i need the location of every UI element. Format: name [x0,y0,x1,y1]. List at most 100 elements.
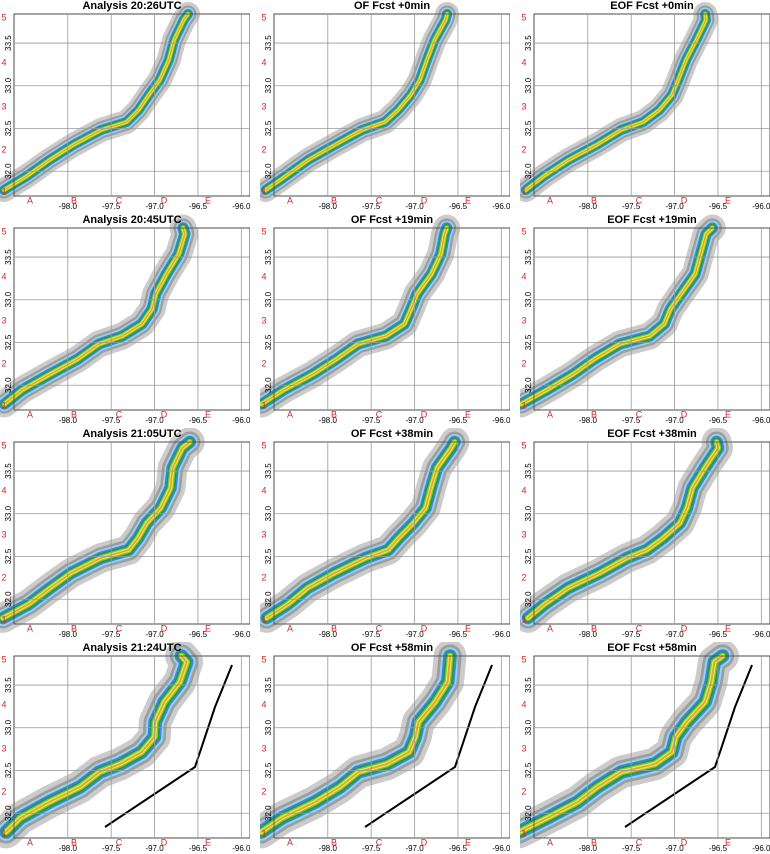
panel: -98.0 -97.5 -97.0 -96.5 -96.0 32.0 32.5 33.0 33.… [0,428,250,639]
y-letter: 3 [521,101,526,111]
x-letter: C [116,623,123,633]
y-letter: 5 [521,12,526,22]
x-tick-label: -98.0 [579,844,598,853]
x-tick-label: -96.5 [709,844,728,853]
y-letter: 1 [1,828,6,838]
y-tick-label: 32.5 [264,762,273,778]
y-tick-label: 32.5 [4,334,13,350]
panel-title: EOF Fcst +19min [607,214,697,226]
x-letter: B [71,837,77,847]
x-tick-label: -97.5 [362,844,381,853]
x-tick-label: -98.0 [579,630,598,639]
panel-title: Analysis 20:45UTC [82,214,181,226]
x-tick-label: -97.0 [665,630,684,639]
y-tick-label: 33.5 [264,463,273,479]
plot-frame [533,441,770,625]
y-letter: 2 [261,144,266,154]
x-letter: D [681,195,688,205]
x-letter: C [116,837,123,847]
y-tick-label: 33.0 [524,77,533,93]
y-tick-label: 32.0 [264,163,273,179]
x-tick-label: -98.0 [319,416,338,425]
y-letter: 3 [261,101,266,111]
x-tick-label: -97.0 [405,630,424,639]
x-tick-label: -96.5 [709,202,728,211]
y-tick-label: 33.0 [264,77,273,93]
x-letter: A [287,195,293,205]
x-letter: A [27,623,33,633]
x-letter: E [725,409,731,419]
x-tick-label: -96.0 [232,416,250,425]
y-tick-label: 32.0 [4,377,13,393]
panel: -98.0 -97.5 -97.0 -96.5 -96.0 32.0 32.5 33.0 33.… [0,214,250,425]
x-tick-label: -97.0 [145,844,164,853]
panel: -98.0 -97.5 -97.0 -96.5 -96.0 32.0 32.5 33.0 33.… [260,214,510,425]
x-tick-label: -96.5 [449,202,468,211]
y-tick-label: 32.5 [524,548,533,564]
x-letter: A [27,195,33,205]
panel: -98.0 -97.5 -97.0 -96.5 -96.0 32.0 32.5 33.0 33.… [520,428,770,639]
x-tick-label: -97.5 [622,630,641,639]
y-tick-label: 33.0 [4,291,13,307]
x-letter: B [71,409,77,419]
y-letter: 2 [261,358,266,368]
y-letter: 4 [521,271,526,281]
boundary-line [364,664,493,828]
panel-title: OF Fcst +38min [351,428,434,440]
plot-frame [533,227,770,411]
plot-frame [533,13,770,197]
x-letter: C [636,623,643,633]
x-tick-label: -96.5 [189,630,208,639]
y-letter: 5 [521,440,526,450]
x-tick-label: -98.0 [59,416,78,425]
y-letter: 3 [1,315,6,325]
x-letter: B [591,623,597,633]
boundary-line [624,664,753,828]
panel-title: Analysis 20:26UTC [82,0,181,12]
y-tick-label: 33.5 [524,463,533,479]
reflectivity-band [3,13,189,191]
reflectivity-band [260,655,451,833]
x-letter: B [591,195,597,205]
x-tick-label: -97.0 [665,202,684,211]
reflectivity-band [2,441,191,619]
panel-title: EOF Fcst +0min [610,0,694,12]
y-letter: 1 [1,400,6,410]
y-letter: 4 [521,699,526,709]
x-letter: C [636,837,643,847]
y-letter: 2 [261,786,266,796]
y-letter: 3 [261,315,266,325]
y-letter: 1 [261,400,266,410]
y-tick-label: 33.5 [264,35,273,51]
y-letter: 3 [1,101,6,111]
x-tick-label: -97.5 [102,202,121,211]
panel: -98.0 -97.5 -97.0 -96.5 -96.0 32.0 32.5 33.0 33.… [260,428,510,639]
x-tick-label: -98.0 [59,202,78,211]
panel: -98.0 -97.5 -97.0 -96.5 -96.0 32.0 32.5 33.0 33.… [0,0,250,211]
y-letter: 3 [261,529,266,539]
panel-title: Analysis 21:05UTC [82,428,181,440]
y-tick-label: 32.5 [524,120,533,136]
x-letter: A [547,837,553,847]
x-letter: C [636,195,643,205]
y-letter: 5 [261,440,266,450]
x-tick-label: -97.5 [622,416,641,425]
x-tick-label: -96.0 [232,844,250,853]
y-tick-label: 32.5 [264,120,273,136]
x-tick-label: -98.0 [579,416,598,425]
plot-frame [13,655,250,839]
reflectivity-band [265,441,456,619]
x-tick-label: -98.0 [319,630,338,639]
x-letter: C [376,623,383,633]
x-letter: A [287,409,293,419]
x-letter: C [116,195,123,205]
x-tick-label: -98.0 [579,202,598,211]
x-tick-label: -97.0 [405,202,424,211]
x-letter: C [376,837,383,847]
x-tick-label: -96.5 [449,844,468,853]
y-letter: 2 [521,144,526,154]
y-letter: 5 [1,654,6,664]
y-letter: 2 [521,358,526,368]
panel: -98.0 -97.5 -97.0 -96.5 -96.0 32.0 32.5 33.0 33.… [520,642,770,853]
y-letter: 1 [521,186,526,196]
